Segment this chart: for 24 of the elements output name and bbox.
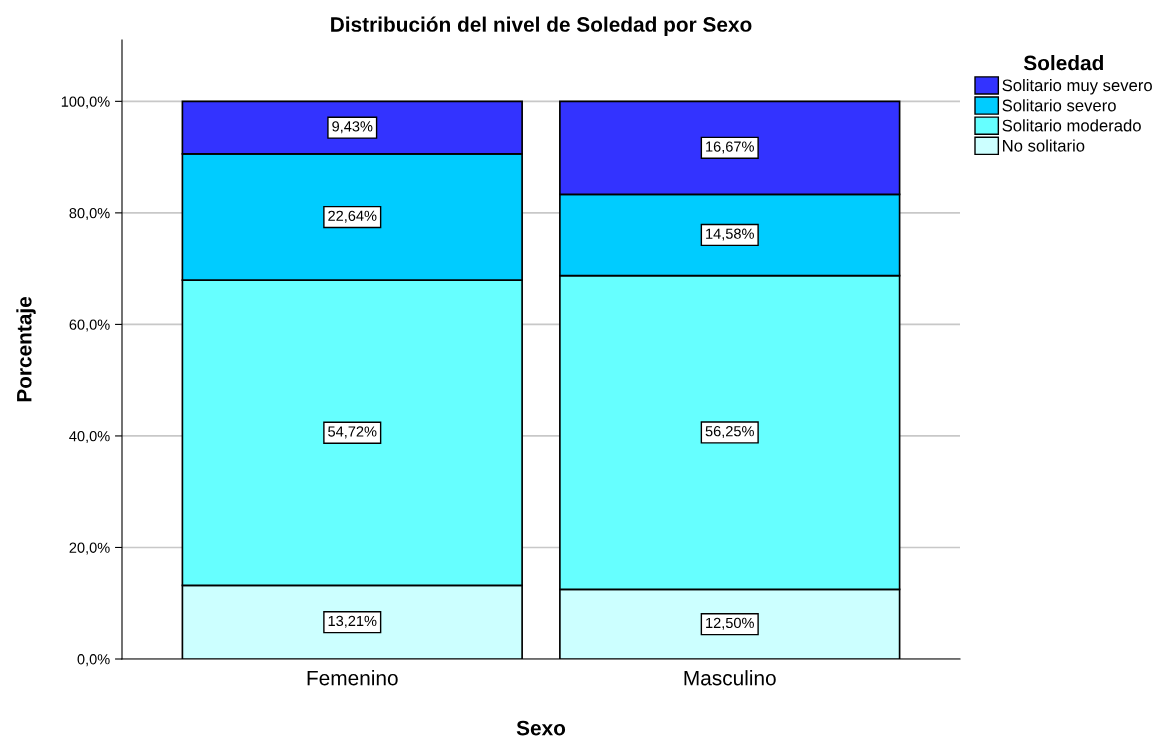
data-label: 12,50% — [706, 617, 754, 630]
y-tick-label: 0,0% — [77, 654, 110, 667]
legend-label: Solitario moderado — [1002, 119, 1141, 132]
data-label: 56,25% — [705, 426, 754, 439]
legend-title: Soledad — [1023, 55, 1103, 71]
x-tick-label: Femenino — [307, 670, 398, 686]
legend-label: Solitario severo — [1002, 99, 1116, 112]
y-tick-label: 60,0% — [69, 319, 110, 332]
legend-label: No solitario — [1003, 139, 1085, 152]
y-tick-label: 80,0% — [69, 207, 110, 221]
data-label: 14,58% — [706, 228, 754, 241]
data-label: 9,43% — [332, 121, 373, 134]
data-label: 22,64% — [328, 210, 377, 223]
y-tick-label: 100,0% — [61, 96, 110, 109]
y-tick-label: 40,0% — [69, 431, 110, 444]
y-tick-label: 20,0% — [69, 542, 110, 555]
x-tick-label: Masculino — [684, 670, 776, 686]
x-axis-title: Sexo — [516, 720, 566, 736]
chart-title: Distribución del nivel de Soledad por Sexo — [331, 16, 752, 36]
data-label: 54,72% — [328, 426, 377, 439]
y-axis-title: Porcentaje — [16, 296, 36, 402]
data-label: 16,67% — [706, 141, 754, 154]
data-label: 13,21% — [328, 615, 377, 628]
legend-label: Solitario muy severo — [1002, 79, 1152, 95]
